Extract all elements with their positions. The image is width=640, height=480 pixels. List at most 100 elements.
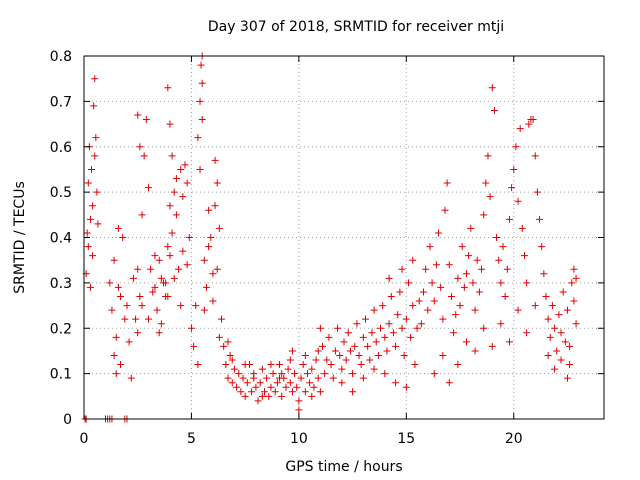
data-point — [185, 234, 193, 241]
data-point — [276, 361, 284, 369]
data-point — [329, 374, 337, 382]
data-point — [308, 365, 316, 373]
data-point — [265, 392, 273, 400]
data-point — [248, 388, 256, 396]
data-point — [400, 351, 408, 359]
data-point — [392, 379, 400, 387]
data-point — [484, 152, 492, 160]
data-point — [346, 347, 354, 355]
x-tick-label: 15 — [397, 431, 415, 447]
data-point — [385, 320, 393, 328]
data-point — [402, 383, 410, 391]
y-tick-label: 0.6 — [50, 140, 72, 156]
data-point — [89, 252, 97, 260]
data-point — [454, 274, 462, 282]
y-axis-label: SRMTID / TECUs — [12, 181, 28, 294]
data-point — [450, 329, 458, 337]
data-point — [316, 324, 324, 332]
data-point — [170, 188, 178, 196]
data-point — [83, 229, 91, 237]
data-point — [389, 329, 397, 337]
data-point — [91, 75, 99, 83]
data-point — [572, 320, 580, 328]
data-point — [233, 383, 241, 391]
data-point — [288, 388, 296, 396]
data-point — [119, 234, 127, 241]
data-point — [267, 383, 275, 391]
x-tick-label: 20 — [505, 431, 523, 447]
data-point — [430, 297, 438, 305]
data-point — [209, 297, 217, 305]
data-point — [409, 302, 417, 310]
data-point — [155, 256, 163, 264]
data-point — [295, 406, 303, 414]
data-point — [207, 234, 215, 241]
data-point — [172, 211, 180, 219]
data-point — [134, 329, 142, 337]
data-point — [162, 279, 170, 287]
data-point — [441, 206, 449, 214]
data-point — [490, 106, 498, 114]
data-point — [136, 143, 144, 151]
data-point — [334, 324, 342, 332]
data-point — [303, 370, 311, 378]
data-point — [471, 347, 479, 355]
data-point — [514, 306, 522, 314]
data-point — [480, 211, 488, 219]
data-point — [385, 274, 393, 282]
data-point — [342, 356, 350, 364]
data-point — [239, 374, 247, 382]
data-point — [544, 351, 552, 359]
data-point — [88, 165, 96, 173]
data-point — [183, 179, 191, 187]
data-point — [284, 365, 292, 373]
data-point — [372, 338, 380, 346]
data-point — [542, 292, 550, 300]
data-point — [125, 338, 133, 346]
data-point — [379, 302, 387, 310]
data-point — [392, 342, 400, 350]
data-point — [514, 197, 522, 205]
data-point — [271, 388, 279, 396]
data-point — [260, 388, 268, 396]
data-point — [566, 342, 574, 350]
data-point — [202, 283, 210, 291]
data-point — [252, 383, 260, 391]
data-point — [465, 252, 473, 260]
data-point — [374, 351, 382, 359]
data-point — [402, 315, 410, 323]
data-point — [228, 379, 236, 387]
data-point — [187, 324, 195, 332]
data-point — [501, 292, 509, 300]
data-point — [91, 152, 99, 160]
data-point — [144, 315, 152, 323]
y-tick-label: 0.8 — [50, 49, 72, 65]
data-point — [482, 179, 490, 187]
data-point — [413, 324, 421, 332]
data-point — [359, 374, 367, 382]
data-point — [516, 125, 524, 133]
data-point — [86, 215, 94, 223]
data-point — [447, 292, 455, 300]
data-point — [435, 229, 443, 237]
data-point — [170, 274, 178, 282]
data-point — [297, 374, 305, 382]
data-point — [460, 283, 468, 291]
data-point — [181, 161, 189, 169]
data-point — [321, 370, 329, 378]
data-point — [301, 388, 309, 396]
data-point — [241, 392, 249, 400]
data-point — [200, 306, 208, 314]
data-point — [282, 383, 290, 391]
data-point — [430, 370, 438, 378]
data-point — [243, 379, 251, 387]
data-point — [327, 361, 335, 369]
data-point — [276, 374, 284, 382]
data-point — [510, 165, 518, 173]
data-point — [553, 347, 561, 355]
data-point — [149, 288, 157, 296]
data-point — [263, 374, 271, 382]
data-point — [142, 116, 150, 124]
data-point — [488, 84, 496, 92]
